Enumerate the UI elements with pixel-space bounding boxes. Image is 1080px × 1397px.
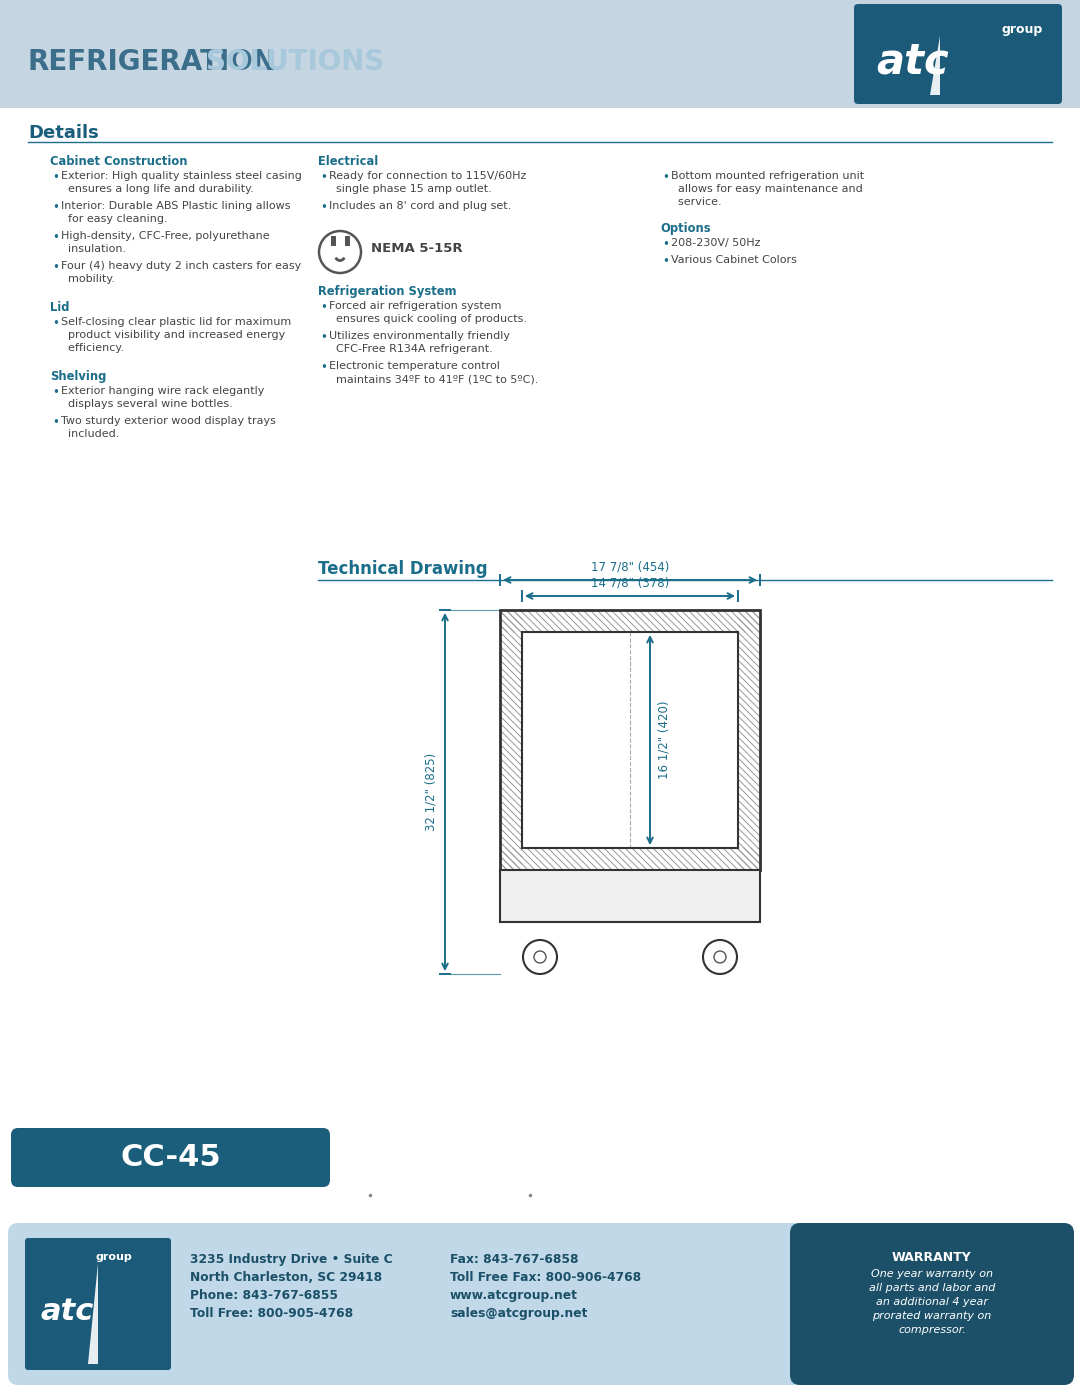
Text: maintains 34ºF to 41ºF (1ºC to 5ºC).: maintains 34ºF to 41ºF (1ºC to 5ºC). [329,374,538,384]
Text: atc: atc [876,41,948,82]
Text: •: • [52,386,59,400]
FancyBboxPatch shape [789,1222,1074,1384]
Text: Lid: Lid [50,300,69,314]
Text: Various Cabinet Colors: Various Cabinet Colors [671,256,797,265]
Text: Two sturdy exterior wood display trays: Two sturdy exterior wood display trays [60,416,275,426]
Text: SOLUTIONS: SOLUTIONS [206,47,384,75]
Text: efficiency.: efficiency. [60,344,124,353]
Text: Electronic temperature control: Electronic temperature control [329,360,500,372]
Bar [345,236,350,246]
Text: service.: service. [671,197,721,207]
Text: ensures a long life and durability.: ensures a long life and durability. [60,184,254,194]
Text: Shelving: Shelving [50,370,106,383]
Text: group: group [1002,24,1043,36]
Text: •: • [320,360,327,374]
Text: Toll Free: 800-905-4768: Toll Free: 800-905-4768 [190,1308,353,1320]
Text: Options: Options [660,222,711,235]
Text: Utilizes environmentally friendly: Utilizes environmentally friendly [329,331,510,341]
Text: Exterior hanging wire rack elegantly: Exterior hanging wire rack elegantly [60,386,265,395]
Bar [0,0,1080,108]
Text: Toll Free Fax: 800-906-4768: Toll Free Fax: 800-906-4768 [450,1271,642,1284]
Text: displays several wine bottles.: displays several wine bottles. [60,400,233,409]
Text: for easy cleaning.: for easy cleaning. [60,214,167,224]
Text: •: • [320,201,327,214]
Bar [500,870,760,922]
Text: Bottom mounted refrigeration unit: Bottom mounted refrigeration unit [671,170,864,182]
Text: REFRIGERATION: REFRIGERATION [28,47,276,75]
Text: Phone: 843-767-6855: Phone: 843-767-6855 [190,1289,338,1302]
Text: •: • [52,261,59,274]
Bar [330,236,336,246]
Text: allows for easy maintenance and: allows for easy maintenance and [671,184,863,194]
Bar [522,631,738,848]
Text: included.: included. [60,429,120,439]
Text: One year warranty on
all parts and labor and
an additional 4 year
prorated warra: One year warranty on all parts and labor… [868,1268,995,1336]
FancyBboxPatch shape [8,1222,1072,1384]
Text: •: • [320,331,327,344]
FancyBboxPatch shape [11,1127,330,1187]
Polygon shape [87,1263,98,1363]
FancyBboxPatch shape [854,4,1062,103]
Text: •: • [52,201,59,214]
Text: North Charleston, SC 29418: North Charleston, SC 29418 [190,1271,382,1284]
Text: NEMA 5-15R: NEMA 5-15R [372,242,462,254]
Text: Self-closing clear plastic lid for maximum: Self-closing clear plastic lid for maxim… [60,317,292,327]
Text: 17 7/8" (454): 17 7/8" (454) [591,560,670,574]
Text: Technical Drawing: Technical Drawing [318,560,488,578]
Text: 208-230V/ 50Hz: 208-230V/ 50Hz [671,237,760,249]
Text: insulation.: insulation. [60,244,126,254]
Text: 3235 Industry Drive • Suite C: 3235 Industry Drive • Suite C [190,1253,393,1266]
Text: Fax: 843-767-6858: Fax: 843-767-6858 [450,1253,579,1266]
Bar [500,610,760,870]
Text: group: group [96,1252,133,1261]
Text: Ready for connection to 115V/60Hz: Ready for connection to 115V/60Hz [329,170,526,182]
Text: product visibility and increased energy: product visibility and increased energy [60,330,285,339]
Text: •: • [662,170,669,184]
Text: 14 7/8" (378): 14 7/8" (378) [591,577,670,590]
Text: Exterior: High quality stainless steel casing: Exterior: High quality stainless steel c… [60,170,302,182]
Text: •: • [52,170,59,184]
Text: •: • [320,170,327,184]
Text: mobility.: mobility. [60,274,114,284]
Text: Electrical: Electrical [318,155,378,168]
Text: High-density, CFC-Free, polyurethane: High-density, CFC-Free, polyurethane [60,231,270,242]
Polygon shape [930,36,940,95]
Text: Details: Details [28,124,98,142]
Text: www.atcgroup.net: www.atcgroup.net [450,1289,578,1302]
Text: sales@atcgroup.net: sales@atcgroup.net [450,1308,588,1320]
Text: Cabinet Construction: Cabinet Construction [50,155,188,168]
Text: Refrigeration System: Refrigeration System [318,285,457,298]
Text: •: • [52,317,59,330]
Text: Interior: Durable ABS Plastic lining allows: Interior: Durable ABS Plastic lining all… [60,201,291,211]
Text: single phase 15 amp outlet.: single phase 15 amp outlet. [329,184,491,194]
Text: Includes an 8' cord and plug set.: Includes an 8' cord and plug set. [329,201,511,211]
Text: 32 1/2" (825): 32 1/2" (825) [424,753,437,831]
Text: ensures quick cooling of products.: ensures quick cooling of products. [329,314,527,324]
Text: •: • [52,416,59,429]
Text: 16 1/2" (420): 16 1/2" (420) [658,701,671,780]
Text: atc: atc [40,1298,93,1327]
Text: CFC-Free R134A refrigerant.: CFC-Free R134A refrigerant. [329,344,492,353]
FancyBboxPatch shape [25,1238,171,1370]
Text: •: • [320,300,327,314]
Text: Forced air refrigeration system: Forced air refrigeration system [329,300,501,312]
Text: •: • [662,237,669,251]
Text: •: • [662,256,669,268]
Text: CC-45: CC-45 [120,1143,220,1172]
Text: •: • [52,231,59,244]
Text: Four (4) heavy duty 2 inch casters for easy: Four (4) heavy duty 2 inch casters for e… [60,261,301,271]
Text: WARRANTY: WARRANTY [892,1250,972,1264]
